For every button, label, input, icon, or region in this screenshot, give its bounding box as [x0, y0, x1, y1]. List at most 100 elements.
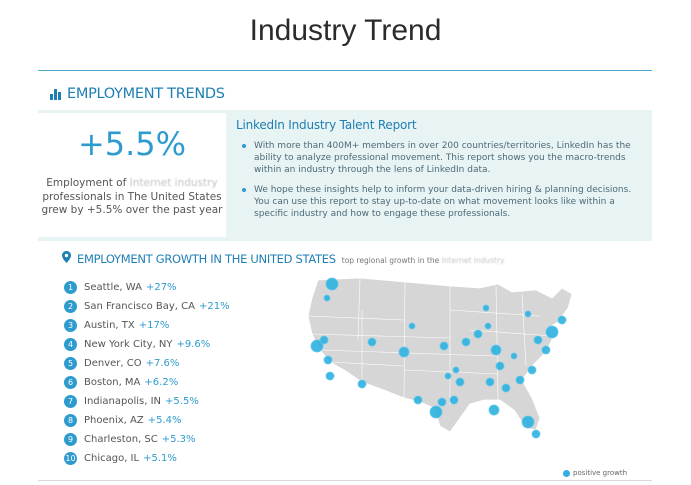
- rank-badge: 8: [64, 414, 77, 427]
- growth-dot: [473, 329, 483, 339]
- list-item: 4 New York City, NY +9.6%: [64, 335, 230, 354]
- rank-badge: 1: [64, 281, 77, 294]
- growth-dot: [521, 415, 535, 429]
- growth-dot: [325, 277, 339, 291]
- rank-badge: 9: [64, 433, 77, 446]
- report-bullet: With more than 400M+ members in over 200…: [236, 140, 642, 176]
- growth-blurred-industry: Internet industry: [441, 256, 505, 265]
- growth-dot: [490, 344, 502, 356]
- list-item: 6 Boston, MA +6.2%: [64, 373, 230, 392]
- growth-dot: [323, 294, 331, 302]
- growth-dots: [310, 277, 567, 439]
- growth-dot: [557, 315, 567, 325]
- list-item: 1 Seattle, WA +27%: [64, 278, 230, 297]
- growth-dot: [367, 337, 377, 347]
- growth-dot: [524, 310, 532, 318]
- city-name: New York City, NY: [84, 339, 173, 350]
- city-growth: +7.6%: [145, 358, 180, 369]
- growth-dot: [357, 379, 367, 389]
- city-name: Austin, TX: [84, 320, 135, 331]
- rank-badge: 4: [64, 338, 77, 351]
- rank-badge: 3: [64, 319, 77, 332]
- report-bullet: We hope these insights help to inform yo…: [236, 184, 642, 220]
- growth-dot: [533, 335, 543, 345]
- city-growth: +6.2%: [144, 377, 179, 388]
- growth-dot: [501, 383, 511, 393]
- growth-dot: [488, 404, 500, 416]
- growth-dot: [527, 365, 537, 375]
- city-growth: +5.5%: [165, 396, 199, 407]
- stat-desc-prefix: Employment of: [46, 177, 127, 189]
- growth-dot: [510, 352, 518, 360]
- list-item: 8 Phoenix, AZ +5.4%: [64, 411, 230, 430]
- growth-dot: [545, 325, 559, 339]
- growth-dot: [398, 346, 410, 358]
- top-divider: [38, 70, 652, 71]
- city-growth-list: 1 Seattle, WA +27% 2 San Francisco Bay, CA +…: [64, 278, 230, 468]
- growth-heading: EMPLOYMENT GROWTH IN THE UNITED STATES t…: [62, 251, 505, 266]
- list-item: 7 Indianapolis, IN +5.5%: [64, 392, 230, 411]
- growth-subtitle-prefix: top regional growth in the: [341, 256, 440, 265]
- city-growth: +9.6%: [176, 339, 211, 350]
- growth-dot: [461, 337, 471, 347]
- growth-dot: [429, 405, 443, 419]
- report-title: LinkedIn Industry Talent Report: [236, 118, 417, 132]
- stat-value: +5.5%: [77, 125, 187, 163]
- city-name: Phoenix, AZ: [84, 415, 144, 426]
- city-growth: +5.3%: [161, 434, 196, 445]
- legend-label: positive growth: [573, 469, 628, 477]
- us-growth-map: [307, 277, 573, 439]
- growth-dot: [482, 304, 490, 312]
- rank-badge: 6: [64, 376, 77, 389]
- city-name: Boston, MA: [84, 377, 141, 388]
- city-name: San Francisco Bay, CA: [84, 301, 195, 312]
- growth-dot: [319, 335, 329, 345]
- city-name: Indianapolis, IN: [84, 396, 162, 407]
- growth-dot: [325, 371, 335, 381]
- city-growth: +5.4%: [147, 415, 182, 426]
- city-growth: +5.1%: [143, 453, 177, 464]
- city-name: Denver, CO: [84, 358, 142, 369]
- slide-title: Industry Trend: [249, 14, 442, 47]
- growth-subtitle: top regional growth in the Internet indu…: [342, 256, 505, 265]
- bottom-divider: [38, 480, 652, 481]
- growth-dot: [449, 395, 459, 405]
- stat-card: +5.5% Employment of Internet industry pr…: [38, 113, 226, 237]
- employment-trends-heading: EMPLOYMENT TRENDS: [50, 86, 225, 102]
- growth-dot: [439, 341, 449, 351]
- city-growth: +27%: [145, 282, 177, 293]
- stat-description: Employment of Internet industry professi…: [38, 177, 226, 218]
- section-label: EMPLOYMENT TRENDS: [67, 86, 225, 102]
- growth-dot: [484, 322, 492, 330]
- growth-dot: [408, 322, 416, 330]
- city-growth: +17%: [138, 320, 170, 331]
- list-item: 10 Chicago, IL +5.1%: [64, 449, 230, 468]
- stat-desc-line2: professionals in The United States: [42, 190, 222, 203]
- growth-dot: [452, 366, 460, 374]
- map-legend: positive growth: [563, 469, 627, 477]
- stat-desc-line3: grew by +5.5% over the past year: [41, 204, 223, 216]
- report-panel: LinkedIn Industry Talent Report With mor…: [236, 118, 642, 228]
- rank-badge: 10: [64, 452, 77, 465]
- growth-dot: [455, 377, 465, 387]
- growth-dot: [323, 355, 333, 365]
- legend-dot: [563, 469, 570, 477]
- list-item: 9 Charleston, SC +5.3%: [64, 430, 230, 449]
- growth-dot: [437, 397, 447, 407]
- rank-badge: 7: [64, 395, 77, 408]
- rank-badge: 2: [64, 300, 77, 313]
- growth-dot: [495, 361, 505, 371]
- growth-title: EMPLOYMENT GROWTH IN THE UNITED STATES: [77, 252, 336, 266]
- state-borders: [307, 277, 553, 404]
- city-name: Seattle, WA: [84, 282, 142, 293]
- list-item: 5 Denver, CO +7.6%: [64, 354, 230, 373]
- list-item: 2 San Francisco Bay, CA +21%: [64, 297, 230, 316]
- growth-dot: [413, 395, 423, 405]
- rank-badge: 5: [64, 357, 77, 370]
- growth-dot: [310, 339, 324, 353]
- list-item: 3 Austin, TX +17%: [64, 316, 230, 335]
- growth-dot: [531, 429, 541, 439]
- city-growth: +21%: [198, 301, 230, 312]
- location-pin-icon: [62, 251, 71, 263]
- bar-chart-icon: [50, 88, 61, 100]
